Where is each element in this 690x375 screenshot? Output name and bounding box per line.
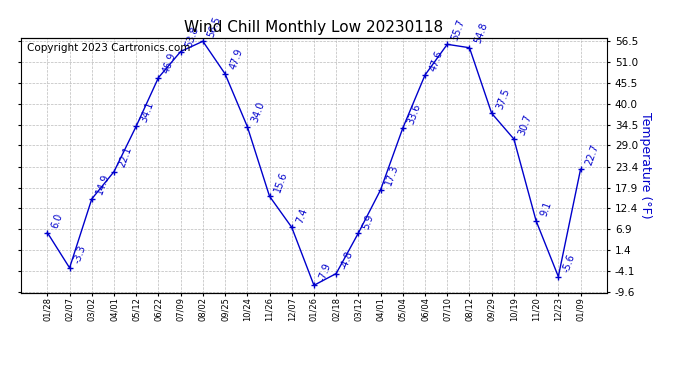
Y-axis label: Temperature (°F): Temperature (°F) [639, 112, 652, 218]
Text: 15.6: 15.6 [273, 170, 289, 194]
Text: 46.9: 46.9 [161, 51, 178, 75]
Text: Copyright 2023 Cartronics.com: Copyright 2023 Cartronics.com [26, 43, 190, 52]
Text: 34.0: 34.0 [250, 100, 267, 124]
Text: 54.8: 54.8 [472, 21, 489, 45]
Text: -4.8: -4.8 [339, 250, 355, 271]
Text: 6.0: 6.0 [50, 212, 65, 230]
Text: 55.7: 55.7 [450, 18, 467, 42]
Text: 34.1: 34.1 [139, 100, 156, 123]
Text: 30.7: 30.7 [517, 112, 533, 136]
Text: 53.8: 53.8 [184, 25, 200, 49]
Text: -5.6: -5.6 [561, 253, 577, 274]
Text: -7.9: -7.9 [317, 261, 333, 282]
Text: 22.1: 22.1 [117, 145, 134, 169]
Text: 14.9: 14.9 [95, 172, 111, 196]
Text: 33.6: 33.6 [406, 102, 422, 125]
Text: 22.7: 22.7 [583, 143, 600, 166]
Text: 56.5: 56.5 [206, 15, 222, 39]
Text: 17.3: 17.3 [384, 164, 400, 187]
Text: 47.6: 47.6 [428, 49, 444, 72]
Text: 5.9: 5.9 [361, 212, 376, 230]
Text: 47.9: 47.9 [228, 48, 245, 71]
Text: -3.3: -3.3 [72, 244, 88, 265]
Text: 9.1: 9.1 [539, 200, 553, 218]
Title: Wind Chill Monthly Low 20230118: Wind Chill Monthly Low 20230118 [184, 20, 444, 35]
Text: 37.5: 37.5 [495, 87, 511, 111]
Text: 7.4: 7.4 [295, 207, 309, 225]
